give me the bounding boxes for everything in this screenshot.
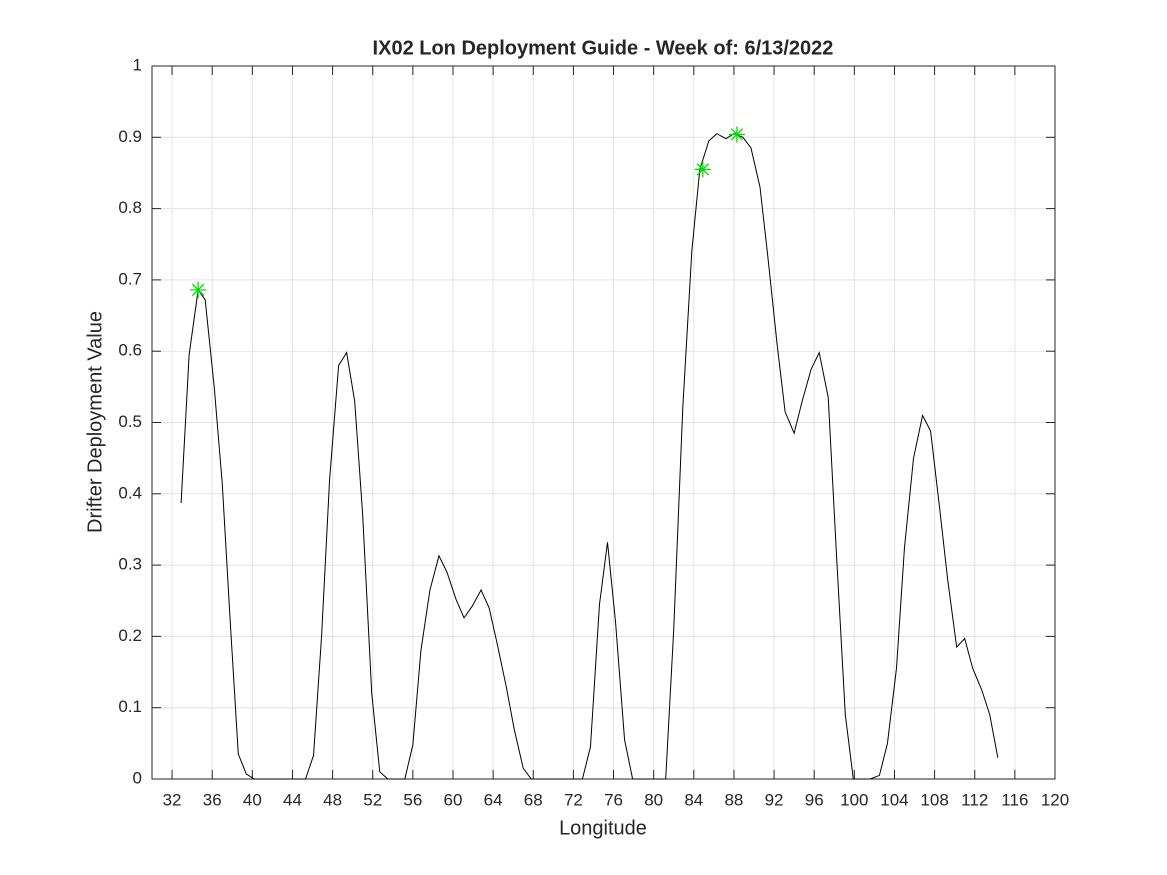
y-tick-label: 0.4 xyxy=(118,483,142,502)
x-tick-label: 64 xyxy=(484,790,503,809)
marker xyxy=(694,161,711,178)
y-tick-label: 0.8 xyxy=(118,198,142,217)
marker xyxy=(190,281,207,298)
x-tick-label: 32 xyxy=(163,790,182,809)
x-tick-label: 112 xyxy=(961,790,988,809)
x-tick-label: 100 xyxy=(840,790,868,809)
x-tick-label: 72 xyxy=(564,790,583,809)
y-tick-label: 0.3 xyxy=(118,555,142,574)
x-tick-label: 48 xyxy=(323,790,342,809)
data-line xyxy=(180,133,999,780)
x-tick-label: 52 xyxy=(363,790,382,809)
y-tick-label: 0.6 xyxy=(118,341,142,360)
x-tick-label: 44 xyxy=(283,790,302,809)
y-tick-label: 1 xyxy=(133,55,142,74)
y-axis-label: Drifter Deployment Value xyxy=(84,311,106,533)
y-tick-label: 0 xyxy=(133,768,142,787)
x-tick-label: 80 xyxy=(644,790,663,809)
y-tick-label: 0.1 xyxy=(118,697,142,716)
x-tick-label: 116 xyxy=(1001,790,1028,809)
y-tick-label: 0.5 xyxy=(118,412,142,431)
y-tick-label: 0.2 xyxy=(118,626,142,645)
x-tick-label: 84 xyxy=(684,790,703,809)
axes-box xyxy=(151,65,1056,780)
x-tick-label: 120 xyxy=(1041,790,1069,809)
x-tick-label: 68 xyxy=(524,790,543,809)
x-tick-label: 104 xyxy=(880,790,908,809)
x-tick-label: 108 xyxy=(920,790,948,809)
x-tick-label: 92 xyxy=(765,790,784,809)
y-tick-label: 0.7 xyxy=(118,269,142,288)
x-tick-label: 36 xyxy=(203,790,222,809)
x-tick-label: 60 xyxy=(444,790,463,809)
x-tick-label: 56 xyxy=(403,790,422,809)
marker xyxy=(728,126,745,143)
x-tick-label: 88 xyxy=(724,790,743,809)
x-tick-label: 96 xyxy=(805,790,824,809)
x-tick-label: 76 xyxy=(604,790,623,809)
y-tick-label: 0.9 xyxy=(118,127,142,146)
x-axis-label: Longitude xyxy=(559,817,647,839)
x-tick-label: 40 xyxy=(243,790,262,809)
chart-title: IX02 Lon Deployment Guide - Week of: 6/1… xyxy=(373,37,834,59)
